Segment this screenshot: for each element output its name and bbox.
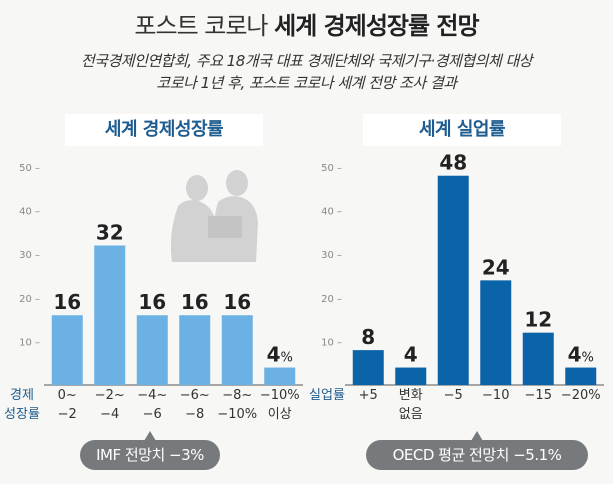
data-label-unit: % xyxy=(281,351,293,366)
bar xyxy=(51,315,83,385)
data-label: 4% xyxy=(267,343,293,367)
bar xyxy=(395,367,427,385)
y-tick-label: 20 – xyxy=(321,294,342,305)
data-label: 4% xyxy=(568,343,594,367)
data-label: 16 xyxy=(53,290,81,314)
y-tick-label: 20 – xyxy=(19,294,40,305)
y-tick-label: 30 – xyxy=(321,250,342,261)
data-label: 16 xyxy=(181,290,209,314)
x-tick-label: −4~ xyxy=(137,388,167,403)
bar xyxy=(179,315,211,385)
y-tick-label: 40 – xyxy=(321,207,342,218)
data-label-value: 32 xyxy=(96,220,124,244)
data-label-value: 16 xyxy=(53,290,81,314)
x-tick-label: −8 xyxy=(185,407,204,422)
y-tick-label: 10 – xyxy=(321,337,342,348)
x-tick-label: 변화 xyxy=(399,388,423,403)
data-label-value: 16 xyxy=(138,290,166,314)
data-label: 16 xyxy=(138,290,166,314)
title-bold: 세계 경제성장률 전망 xyxy=(274,12,479,40)
x-tick-label: −6 xyxy=(143,407,162,422)
data-label-unit: % xyxy=(582,351,594,366)
data-label-value: 16 xyxy=(181,290,209,314)
bar xyxy=(565,367,597,385)
axis-caption: 경제 xyxy=(10,388,34,403)
y-tick-label: 50 – xyxy=(19,163,40,174)
x-tick-label: −15 xyxy=(525,388,552,403)
bar xyxy=(264,367,296,385)
bar xyxy=(136,315,168,385)
data-label: 24 xyxy=(482,255,510,279)
bar xyxy=(352,350,384,385)
x-tick-label: +5 xyxy=(359,388,378,403)
data-label-value: 8 xyxy=(361,325,375,349)
growth-chart: 10 – 20 – 30 – 40 – 50 – 16 0~ −2 32 −2~ −4 16 −4~ −6… xyxy=(4,163,303,422)
x-tick-label: 없음 xyxy=(399,407,423,422)
growth-panel-title: 세계 경제성장률 xyxy=(65,114,263,146)
x-tick-label: −10% xyxy=(260,388,300,403)
subtitle-line-2: 코로나 1년 후, 포스트 코로나 세계 전망 조사 결과 xyxy=(156,74,457,92)
y-tick-label: 10 – xyxy=(19,337,40,348)
x-tick-label: 0~ xyxy=(58,388,77,403)
bar xyxy=(480,280,512,385)
y-tick-label: 40 – xyxy=(19,207,40,218)
data-label-value: 4 xyxy=(404,343,418,367)
two-businessmen-silhouette-icon xyxy=(170,170,258,262)
data-label: 4 xyxy=(404,343,418,367)
y-tick-label: 50 – xyxy=(321,163,342,174)
y-tick-label: 30 – xyxy=(19,250,40,261)
data-label: 16 xyxy=(223,290,251,314)
data-label-value: 48 xyxy=(439,151,467,175)
x-tick-label: −10 xyxy=(482,388,509,403)
unemployment-panel-title: 세계 실업률 xyxy=(363,114,561,146)
data-label: 12 xyxy=(524,308,552,332)
data-label-value: 4 xyxy=(267,343,281,367)
oecd-callout: OECD 평균 전망치 −5.1% xyxy=(366,431,588,470)
x-tick-label: −4 xyxy=(100,407,119,422)
data-label: 32 xyxy=(96,220,124,244)
bar xyxy=(437,175,469,385)
chart-title: 포스트 코로나 세계 경제성장률 전망 xyxy=(0,6,613,41)
bar xyxy=(221,315,253,385)
x-tick-label: −8~ xyxy=(222,388,252,403)
bar xyxy=(522,332,554,385)
title-light: 포스트 코로나 xyxy=(134,12,268,40)
axis-caption: 성장률 xyxy=(4,407,40,422)
data-label-value: 16 xyxy=(223,290,251,314)
imf-callout: IMF 전망치 −3% xyxy=(80,431,220,470)
x-tick-label: −5 xyxy=(444,388,463,403)
x-tick-label: −10% xyxy=(217,407,257,422)
bar xyxy=(94,245,126,385)
data-label: 48 xyxy=(439,151,467,175)
data-label-value: 24 xyxy=(482,255,510,279)
data-label-value: 12 xyxy=(524,308,552,332)
axis-caption: 실업률 xyxy=(309,388,345,403)
data-label: 8 xyxy=(361,325,375,349)
subtitle-line-1: 전국경제인연합회, 주요 18개국 대표 경제단체와 국제기구·경제협의체 대상 xyxy=(80,52,533,70)
x-tick-label: −2 xyxy=(58,407,77,422)
x-tick-label: −6~ xyxy=(180,388,210,403)
x-tick-label: −20% xyxy=(561,388,601,403)
x-tick-label: −2~ xyxy=(95,388,125,403)
data-label-value: 4 xyxy=(568,343,582,367)
x-tick-label: 이상 xyxy=(268,407,292,422)
